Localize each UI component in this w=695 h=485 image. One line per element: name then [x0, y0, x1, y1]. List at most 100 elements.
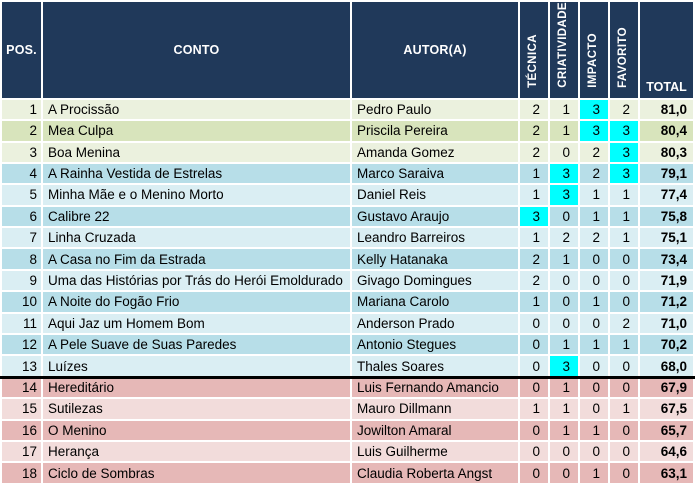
conto-cell[interactable]: Ciclo de Sombras	[43, 463, 350, 483]
tecnica-score-cell[interactable]: 1	[520, 163, 548, 184]
favorito-score-cell[interactable]: 1	[610, 185, 638, 205]
impacto-score-cell[interactable]: 1	[580, 335, 608, 355]
autor-cell[interactable]: Gustavo Araujo	[352, 206, 518, 227]
impacto-score-cell[interactable]: 0	[580, 377, 608, 398]
impacto-score-cell[interactable]: 2	[580, 228, 608, 248]
tecnica-score-cell[interactable]: 1	[520, 292, 548, 312]
impacto-score-cell[interactable]: 1	[580, 185, 608, 205]
favorito-score-cell[interactable]: 0	[610, 441, 638, 462]
impacto-score-cell[interactable]: 0	[580, 313, 608, 334]
impacto-score-cell[interactable]: 2	[580, 163, 608, 184]
pos-cell[interactable]: 7	[2, 228, 41, 248]
tecnica-score-cell[interactable]: 0	[520, 335, 548, 355]
conto-cell[interactable]: Linha Cruzada	[43, 228, 350, 248]
conto-cell[interactable]: Minha Mãe e o Menino Morto	[43, 185, 350, 205]
total-cell[interactable]: 71,0	[640, 313, 693, 334]
conto-cell[interactable]: Uma das Histórias por Trás do Herói Emol…	[43, 270, 350, 291]
favorito-score-cell[interactable]: 0	[610, 463, 638, 483]
pos-cell[interactable]: 5	[2, 185, 41, 205]
total-cell[interactable]: 70,2	[640, 335, 693, 355]
autor-cell[interactable]: Givago Domingues	[352, 270, 518, 291]
total-cell[interactable]: 77,4	[640, 185, 693, 205]
tecnica-score-cell[interactable]: 1	[520, 228, 548, 248]
tecnica-score-cell[interactable]: 2	[520, 142, 548, 162]
total-cell[interactable]: 81,0	[640, 99, 693, 120]
favorito-score-cell[interactable]: 3	[610, 163, 638, 184]
criatividade-score-cell[interactable]: 1	[550, 377, 578, 398]
criatividade-score-cell[interactable]: 2	[550, 228, 578, 248]
favorito-score-cell[interactable]: 0	[610, 377, 638, 398]
criatividade-score-cell[interactable]: 1	[550, 420, 578, 440]
criatividade-score-cell[interactable]: 0	[550, 142, 578, 162]
total-cell[interactable]: 67,9	[640, 377, 693, 398]
tecnica-score-cell[interactable]: 1	[520, 185, 548, 205]
autor-cell[interactable]: Claudia Roberta Angst	[352, 463, 518, 483]
total-header[interactable]: TOTAL	[640, 2, 693, 98]
impacto-score-cell[interactable]: 1	[580, 463, 608, 483]
criatividade-score-cell[interactable]: 1	[550, 335, 578, 355]
pos-cell[interactable]: 10	[2, 292, 41, 312]
tecnica-score-cell[interactable]: 1	[520, 399, 548, 419]
tecnica-score-cell[interactable]: 2	[520, 121, 548, 141]
criatividade-header[interactable]: CRIATIVIDADE	[550, 2, 578, 98]
pos-cell[interactable]: 14	[2, 377, 41, 398]
criatividade-score-cell[interactable]: 1	[550, 121, 578, 141]
tecnica-score-cell[interactable]: 3	[520, 206, 548, 227]
favorito-score-cell[interactable]: 1	[610, 228, 638, 248]
favorito-score-cell[interactable]: 1	[610, 206, 638, 227]
autor-cell[interactable]: Anderson Prado	[352, 313, 518, 334]
tecnica-score-cell[interactable]: 2	[520, 99, 548, 120]
pos-cell[interactable]: 13	[2, 356, 41, 376]
criatividade-score-cell[interactable]: 0	[550, 292, 578, 312]
autor-cell[interactable]: Thales Soares	[352, 356, 518, 376]
criatividade-score-cell[interactable]: 3	[550, 185, 578, 205]
conto-cell[interactable]: A Noite do Fogão Frio	[43, 292, 350, 312]
total-cell[interactable]: 65,7	[640, 420, 693, 440]
tecnica-score-cell[interactable]: 0	[520, 463, 548, 483]
criatividade-score-cell[interactable]: 0	[550, 463, 578, 483]
conto-cell[interactable]: A Procissão	[43, 99, 350, 120]
pos-cell[interactable]: 3	[2, 142, 41, 162]
criatividade-score-cell[interactable]: 1	[550, 99, 578, 120]
impacto-score-cell[interactable]: 0	[580, 441, 608, 462]
favorito-score-cell[interactable]: 2	[610, 99, 638, 120]
conto-header[interactable]: CONTO	[43, 2, 350, 98]
impacto-score-cell[interactable]: 3	[580, 99, 608, 120]
pos-cell[interactable]: 6	[2, 206, 41, 227]
impacto-score-cell[interactable]: 1	[580, 206, 608, 227]
criatividade-score-cell[interactable]: 0	[550, 313, 578, 334]
conto-cell[interactable]: A Casa no Fim da Estrada	[43, 249, 350, 269]
autor-cell[interactable]: Amanda Gomez	[352, 142, 518, 162]
impacto-score-cell[interactable]: 2	[580, 142, 608, 162]
impacto-score-cell[interactable]: 0	[580, 399, 608, 419]
autor-cell[interactable]: Jowilton Amaral	[352, 420, 518, 440]
impacto-header[interactable]: IMPACTO	[580, 2, 608, 98]
criatividade-score-cell[interactable]: 0	[550, 441, 578, 462]
total-cell[interactable]: 63,1	[640, 463, 693, 483]
tecnica-header[interactable]: TÉCNICA	[520, 2, 548, 98]
pos-cell[interactable]: 9	[2, 270, 41, 291]
criatividade-score-cell[interactable]: 0	[550, 270, 578, 291]
criatividade-score-cell[interactable]: 1	[550, 249, 578, 269]
autor-cell[interactable]: Pedro Paulo	[352, 99, 518, 120]
total-cell[interactable]: 73,4	[640, 249, 693, 269]
criatividade-score-cell[interactable]: 0	[550, 206, 578, 227]
conto-cell[interactable]: Luízes	[43, 356, 350, 376]
impacto-score-cell[interactable]: 1	[580, 292, 608, 312]
total-cell[interactable]: 71,2	[640, 292, 693, 312]
criatividade-score-cell[interactable]: 3	[550, 356, 578, 376]
favorito-score-cell[interactable]: 0	[610, 249, 638, 269]
pos-cell[interactable]: 17	[2, 441, 41, 462]
impacto-score-cell[interactable]: 0	[580, 270, 608, 291]
total-cell[interactable]: 80,3	[640, 142, 693, 162]
pos-cell[interactable]: 8	[2, 249, 41, 269]
autor-cell[interactable]: Mariana Carolo	[352, 292, 518, 312]
criatividade-score-cell[interactable]: 3	[550, 163, 578, 184]
total-cell[interactable]: 68,0	[640, 356, 693, 376]
autor-cell[interactable]: Priscila Pereira	[352, 121, 518, 141]
autor-cell[interactable]: Mauro Dillmann	[352, 399, 518, 419]
pos-cell[interactable]: 18	[2, 463, 41, 483]
tecnica-score-cell[interactable]: 0	[520, 356, 548, 376]
tecnica-score-cell[interactable]: 0	[520, 420, 548, 440]
total-cell[interactable]: 64,6	[640, 441, 693, 462]
